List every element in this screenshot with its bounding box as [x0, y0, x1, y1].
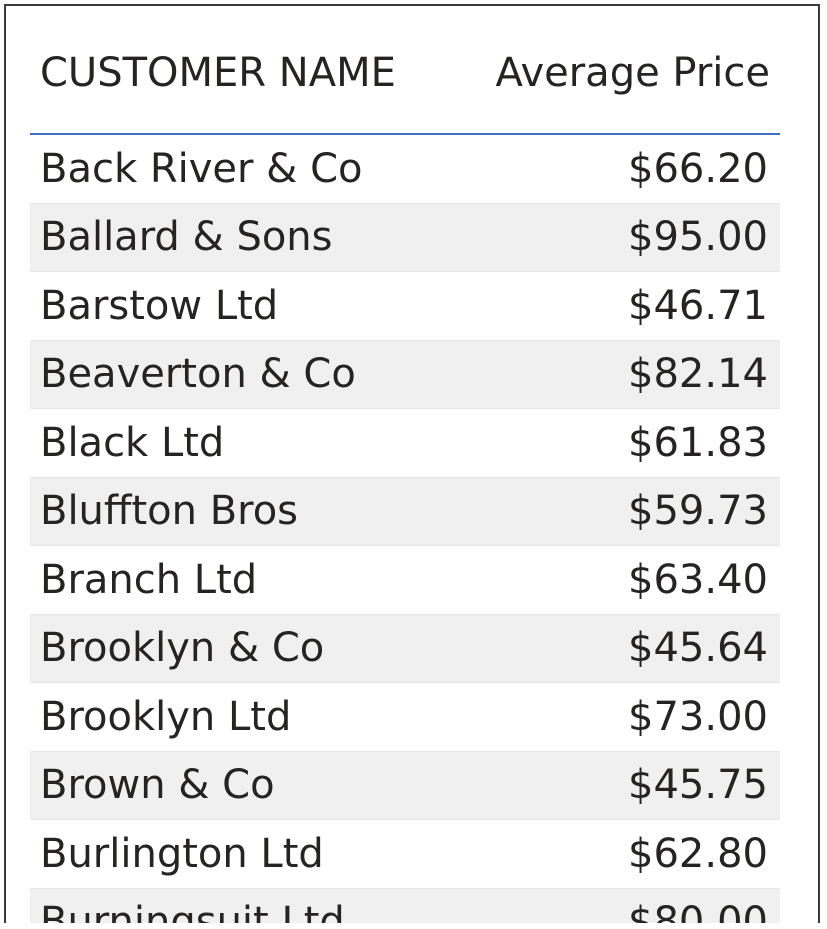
customer-name-cell: Burningsuit Ltd	[40, 899, 345, 923]
average-price-cell: $45.75	[628, 762, 768, 809]
table-row[interactable]: Ballard & Sons $95.00	[30, 203, 780, 272]
table-row[interactable]: Barstow Ltd $46.71	[30, 272, 780, 341]
customer-name-cell: Burlington Ltd	[40, 830, 324, 877]
average-price-cell: $95.00	[628, 214, 768, 261]
table-row[interactable]: Back River & Co $66.20	[30, 135, 780, 204]
average-price-cell: $63.40	[628, 556, 768, 603]
column-header-customer-name[interactable]: CUSTOMER NAME	[40, 49, 396, 96]
average-price-cell: $45.64	[628, 625, 768, 672]
average-price-cell: $82.14	[628, 351, 768, 398]
table-body: Back River & Co $66.20 Ballard & Sons $9…	[30, 135, 780, 923]
average-price-cell: $80.00	[628, 899, 768, 923]
average-price-cell: $59.73	[628, 488, 768, 535]
table-row[interactable]: Brown & Co $45.75	[30, 751, 780, 820]
table-visual: CUSTOMER NAME Average Price Back River &…	[4, 4, 820, 923]
table-row[interactable]: Branch Ltd $63.40	[30, 546, 780, 615]
table-header: CUSTOMER NAME Average Price	[30, 6, 780, 135]
average-price-cell: $73.00	[628, 693, 768, 740]
average-price-cell: $61.83	[628, 419, 768, 466]
customer-name-cell: Bluffton Bros	[40, 488, 299, 535]
customer-name-cell: Beaverton & Co	[40, 351, 356, 398]
customer-name-cell: Brown & Co	[40, 762, 275, 809]
table-row[interactable]: Burlington Ltd $62.80	[30, 820, 780, 889]
customer-name-cell: Back River & Co	[40, 145, 363, 192]
customer-price-table: CUSTOMER NAME Average Price Back River &…	[30, 6, 780, 923]
customer-name-cell: Black Ltd	[40, 419, 225, 466]
customer-name-cell: Brooklyn & Co	[40, 625, 325, 672]
table-row[interactable]: Brooklyn & Co $45.64	[30, 614, 780, 683]
customer-name-cell: Brooklyn Ltd	[40, 693, 292, 740]
column-header-average-price[interactable]: Average Price	[495, 49, 770, 96]
customer-name-cell: Branch Ltd	[40, 556, 258, 603]
table-row[interactable]: Brooklyn Ltd $73.00	[30, 683, 780, 752]
table-row[interactable]: Beaverton & Co $82.14	[30, 340, 780, 409]
customer-name-cell: Ballard & Sons	[40, 214, 333, 261]
table-row[interactable]: Burningsuit Ltd $80.00	[30, 888, 780, 923]
customer-name-cell: Barstow Ltd	[40, 282, 279, 329]
average-price-cell: $66.20	[628, 145, 768, 192]
average-price-cell: $62.80	[628, 830, 768, 877]
average-price-cell: $46.71	[628, 282, 768, 329]
table-row[interactable]: Bluffton Bros $59.73	[30, 477, 780, 546]
table-row[interactable]: Black Ltd $61.83	[30, 409, 780, 478]
